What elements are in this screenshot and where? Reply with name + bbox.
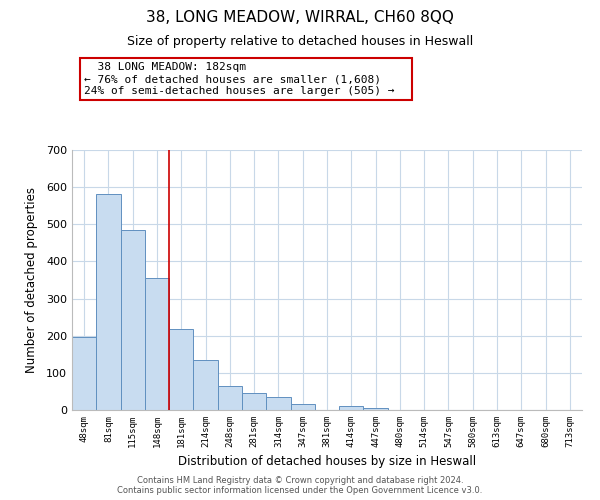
Bar (266, 398, 290, 410)
Bar (290, 404, 315, 410)
Bar (193, 360, 218, 410)
Y-axis label: Number of detached properties: Number of detached properties (25, 187, 38, 373)
Bar (72, 337, 96, 410)
Bar (218, 386, 242, 410)
Bar (145, 278, 169, 410)
Text: 38, LONG MEADOW, WIRRAL, CH60 8QQ: 38, LONG MEADOW, WIRRAL, CH60 8QQ (146, 10, 454, 25)
Bar (364, 408, 388, 410)
Bar (121, 230, 145, 410)
Text: Contains HM Land Registry data © Crown copyright and database right 2024.
Contai: Contains HM Land Registry data © Crown c… (118, 476, 482, 495)
Bar (339, 406, 364, 410)
Bar (96, 194, 121, 410)
Text: Size of property relative to detached houses in Heswall: Size of property relative to detached ho… (127, 35, 473, 48)
Text: 38 LONG MEADOW: 182sqm
← 76% of detached houses are smaller (1,608)
24% of semi-: 38 LONG MEADOW: 182sqm ← 76% of detached… (84, 62, 408, 96)
Bar (169, 328, 193, 410)
X-axis label: Distribution of detached houses by size in Heswall: Distribution of detached houses by size … (178, 456, 476, 468)
Bar (242, 394, 266, 410)
